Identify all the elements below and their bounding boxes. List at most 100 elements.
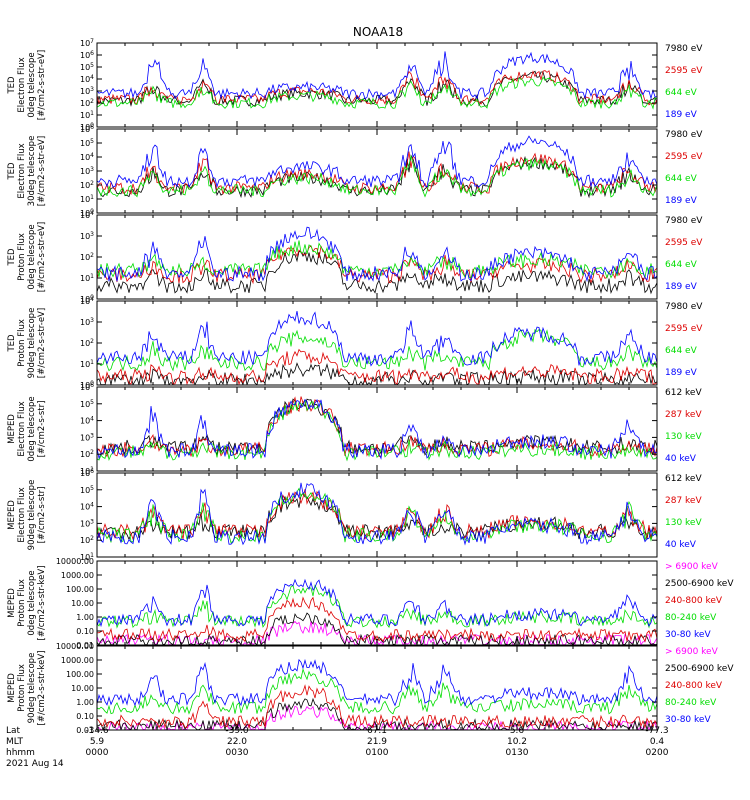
legend-entry: 130 keV xyxy=(665,432,702,442)
y-tick-label: 102 xyxy=(80,535,94,545)
y-tick-label: 102 xyxy=(80,449,94,459)
legend-entry: 612 keV xyxy=(665,474,702,484)
y-tick-label: 103 xyxy=(80,86,94,96)
y-axis-label: MEPEDElectron Flux0deg telescope[#/cm2-s… xyxy=(7,396,47,461)
series-line-1 xyxy=(97,70,657,107)
y-axis-label-line: 90deg telescope xyxy=(27,308,37,379)
legend-entry: 240-800 keV xyxy=(665,596,723,606)
series-line-3 xyxy=(97,76,657,110)
y-tick-label: 103 xyxy=(80,317,94,327)
panel-frame xyxy=(96,472,658,558)
y-tick-label: 0.10 xyxy=(76,712,94,721)
legend-entry: 287 keV xyxy=(665,496,702,506)
x-tick-label-mlt: 0.4 xyxy=(650,737,665,747)
panel-frame xyxy=(96,386,658,472)
legend-entry: 644 eV xyxy=(665,346,698,356)
series-line-3 xyxy=(97,684,657,730)
y-tick-label: 100 xyxy=(80,208,94,218)
y-axis-label-line: [#/cm2-s-str-eV] xyxy=(37,136,47,206)
y-axis-label-line: Proton Flux xyxy=(17,233,27,281)
legend-entry: 2595 eV xyxy=(665,238,703,248)
y-axis-label-line: Proton Flux xyxy=(17,579,27,627)
x-tick-label-hhmm: 0130 xyxy=(506,748,529,758)
y-tick-label: 1000.00 xyxy=(61,656,94,665)
legend-entry: > 6900 keV xyxy=(665,647,719,657)
y-axis-label: TEDProton Flux0deg telescope[#/cm2-s-str… xyxy=(7,222,47,292)
y-tick-label: 0.01 xyxy=(76,726,94,735)
x-tick-label-hhmm: 0000 xyxy=(86,748,109,758)
y-tick-label: 101 xyxy=(80,359,94,369)
y-tick-label: 103 xyxy=(80,166,94,176)
y-axis-label-line: [#/cm2-s-str] xyxy=(37,487,47,544)
y-axis-label-line: TED xyxy=(7,162,17,181)
y-axis-label-line: Electron Flux xyxy=(17,57,27,112)
y-tick-label: 101 xyxy=(80,273,94,283)
y-axis-label-line: 0deg telescope xyxy=(27,224,37,289)
series-line-4 xyxy=(97,135,657,189)
y-axis-label-line: [#/cm2-s-str-eV] xyxy=(37,222,47,292)
x-tick-label-lat: 67.1 xyxy=(367,726,387,736)
series-line-3 xyxy=(97,154,657,198)
trace-group xyxy=(97,51,657,110)
trace-group xyxy=(97,482,657,546)
y-tick-label: 104 xyxy=(80,296,94,306)
x-tick-label-mlt: 21.9 xyxy=(367,737,387,747)
y-axis-label: MEPEDProton Flux0deg telescope[#/cm2-s-s… xyxy=(7,566,47,641)
y-axis-label-line: [#/cm2-s-str-keV] xyxy=(37,566,47,641)
y-tick-label: 101 xyxy=(80,552,94,562)
y-tick-label: 1000.00 xyxy=(61,571,94,580)
y-tick-label: 105 xyxy=(80,62,94,72)
legend-entry: 287 keV xyxy=(665,410,702,420)
panel-5: 101 102 103 104 105 106 MEPEDElectron Flux0deg… xyxy=(7,382,702,476)
y-tick-label: 102 xyxy=(80,338,94,348)
y-axis-label-line: 90deg telescope xyxy=(27,653,37,724)
series-line-1 xyxy=(97,492,657,541)
y-tick-label: 10000.00 xyxy=(56,557,94,566)
y-axis-label-line: [#/cm2-s-str-keV] xyxy=(37,651,47,726)
trace-group xyxy=(97,396,657,462)
y-axis-label-line: 0deg telescope xyxy=(27,52,37,117)
y-tick-label: 1.00 xyxy=(76,613,94,622)
series-line-3 xyxy=(97,487,657,544)
y-tick-label: 0.10 xyxy=(76,627,94,636)
y-tick-label: 101 xyxy=(80,194,94,204)
y-axis-label-line: Electron Flux xyxy=(17,487,27,542)
series-line-4 xyxy=(97,482,657,546)
y-tick-label: 105 xyxy=(80,399,94,409)
series-line-2 xyxy=(97,245,657,285)
y-axis-label-line: 0deg telescope xyxy=(27,396,37,461)
x-tick-label-mlt: 5.9 xyxy=(90,737,105,747)
series-line-5 xyxy=(97,658,657,707)
y-tick-label: 10000.00 xyxy=(56,642,94,651)
legend-entry: 40 keV xyxy=(665,540,697,550)
x-tick-label-lat: 5.6 xyxy=(510,726,525,736)
y-tick-label: 101 xyxy=(80,466,94,476)
series-line-4 xyxy=(97,311,657,367)
legend-entry: 612 keV xyxy=(665,388,702,398)
x-tick-label-hhmm: 0100 xyxy=(366,748,389,758)
series-line-1 xyxy=(97,398,657,456)
y-axis-label-line: [#/cm2-s-str] xyxy=(37,401,47,458)
y-tick-label: 106 xyxy=(80,124,94,134)
y-tick-label: 0.01 xyxy=(76,641,94,650)
y-axis-label-line: MEPED xyxy=(7,673,17,703)
x-tick-label-mlt: 10.2 xyxy=(507,737,527,747)
legend-entry: 240-800 keV xyxy=(665,681,723,691)
y-axis-label-line: [#/cm2-s-str-eV] xyxy=(37,308,47,378)
panel-frame xyxy=(96,42,658,128)
x-row-label: Lat xyxy=(6,726,21,736)
y-tick-label: 101 xyxy=(80,110,94,120)
y-axis-label: TEDElectron Flux30deg telescope[#/cm2-s-… xyxy=(7,136,47,207)
y-tick-label: 100 xyxy=(80,294,94,304)
y-tick-label: 104 xyxy=(80,502,94,512)
x-tick-label-lat: -34.6 xyxy=(85,726,109,736)
y-axis-label-line: 90deg telescope xyxy=(27,480,37,551)
trace-group xyxy=(97,578,657,645)
y-tick-label: 104 xyxy=(80,416,94,426)
panel-frame xyxy=(96,214,658,300)
y-axis-label-line: Proton Flux xyxy=(17,319,27,367)
trace-group xyxy=(97,658,657,730)
series-line-4 xyxy=(97,226,657,283)
y-tick-label: 1.00 xyxy=(76,698,94,707)
series-line-2 xyxy=(97,348,657,385)
